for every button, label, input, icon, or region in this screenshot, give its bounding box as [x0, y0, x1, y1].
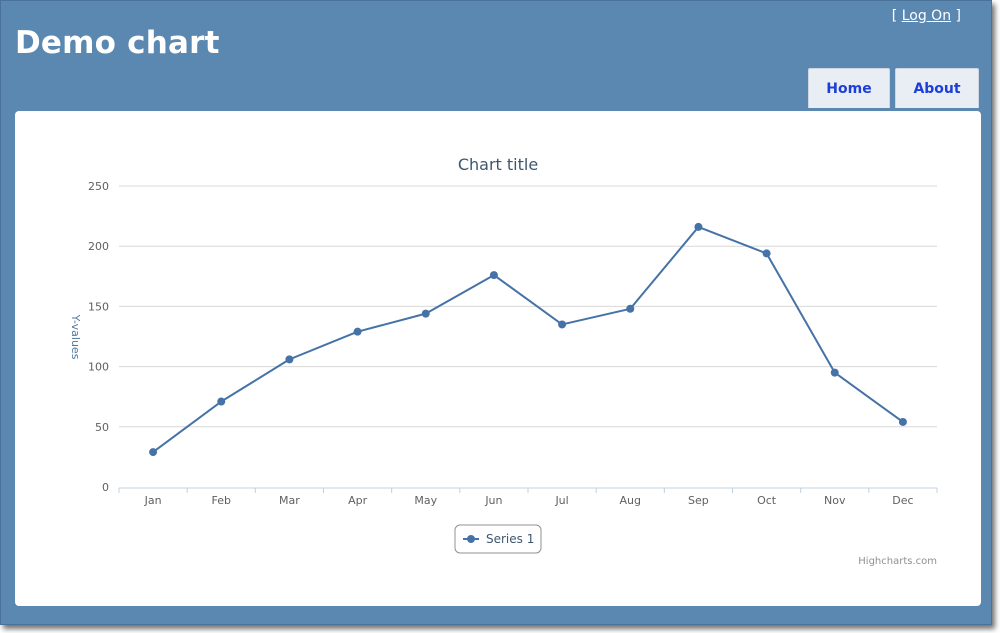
x-tick-label: Aug	[620, 494, 641, 507]
y-axis-label: Y-values	[69, 314, 82, 360]
x-tick-label: May	[414, 494, 437, 507]
x-tick-label: Dec	[892, 494, 913, 507]
x-tick-label: Feb	[212, 494, 231, 507]
data-point	[421, 309, 430, 318]
line-chart: Chart title Y-values 0 50 100 150 200 250 Jan…	[69, 155, 938, 567]
x-tick-label: Mar	[279, 494, 300, 507]
y-tick-label: 150	[88, 300, 109, 313]
x-tick-label: Nov	[824, 494, 846, 507]
data-point	[898, 417, 907, 426]
grid-lines: 0 50 100 150 200 250	[88, 180, 937, 494]
data-point	[285, 355, 294, 364]
x-tick-label: Jun	[484, 494, 502, 507]
series-layer	[149, 222, 907, 457]
data-point	[762, 249, 771, 258]
app-title: Demo chart	[15, 25, 220, 61]
data-point	[830, 368, 839, 377]
x-tick-label: Jul	[554, 494, 568, 507]
logon-bracket-open: [	[891, 8, 898, 24]
legend-box	[454, 524, 542, 554]
x-tick-label: Sep	[688, 494, 709, 507]
x-axis: Jan Feb Mar Apr May Jun Jul Aug Sep Oct Nov Dec	[118, 487, 938, 507]
series-line	[152, 225, 904, 453]
app-frame: [ Log On ] Demo chart Home About Chart t…	[0, 0, 992, 625]
nav-about-tab[interactable]: About	[895, 68, 979, 108]
logon-link[interactable]: Log On	[901, 8, 952, 24]
data-point	[217, 397, 226, 406]
data-point	[626, 304, 635, 313]
data-point	[694, 222, 703, 231]
x-tick-label: Jan	[144, 494, 162, 507]
chart-panel: Chart title Y-values 0 50 100 150 200 250 Jan…	[15, 111, 981, 606]
y-tick-label: 50	[95, 421, 109, 434]
data-point	[489, 271, 498, 280]
y-tick-label: 0	[102, 481, 109, 494]
legend[interactable]: Series 1	[454, 524, 542, 554]
chart-title: Chart title	[458, 155, 538, 174]
nav-home-tab[interactable]: Home	[808, 68, 890, 108]
y-tick-label: 200	[88, 240, 109, 253]
data-point	[558, 320, 567, 329]
legend-series-name: Series 1	[486, 532, 534, 546]
logon-area: [ Log On ]	[892, 8, 961, 24]
highcharts-credit[interactable]: Highcharts.com	[858, 556, 937, 567]
y-tick-label: 250	[88, 180, 109, 193]
y-tick-label: 100	[88, 361, 109, 374]
data-point	[353, 327, 362, 336]
data-point	[149, 448, 158, 457]
x-tick-label: Oct	[757, 494, 777, 507]
main-nav: Home About	[808, 68, 979, 108]
logon-bracket-close: ]	[955, 8, 961, 24]
legend-series-marker	[467, 535, 475, 543]
x-tick-label: Apr	[348, 494, 368, 507]
